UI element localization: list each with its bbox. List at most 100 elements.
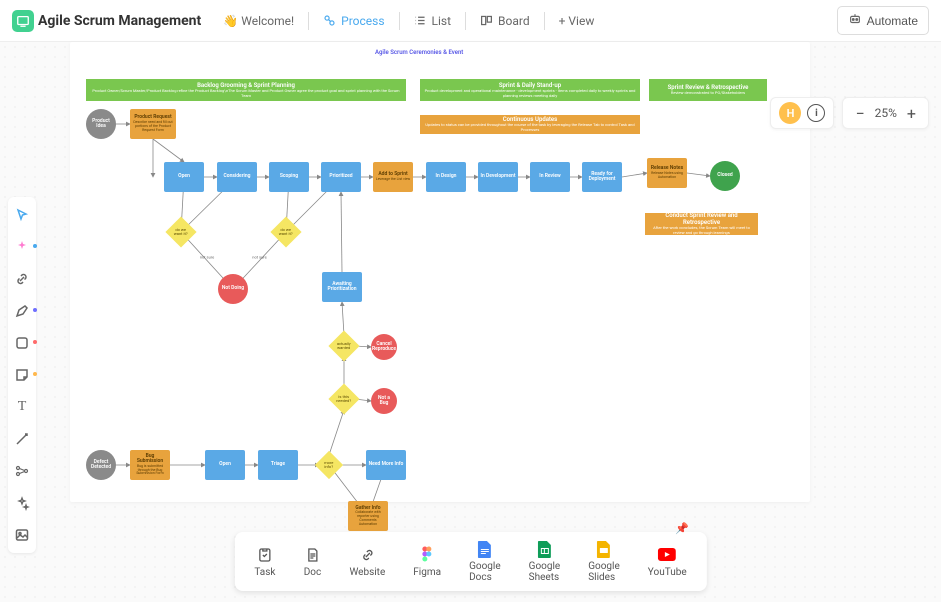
bottom-dock: 📌 Task Doc Website Figma Google Docs Goo…	[234, 532, 706, 591]
node-n2[interactable]: Product RequestDescribe need and fill ou…	[130, 109, 176, 139]
dock-task[interactable]: Task	[254, 546, 275, 578]
node-n9[interactable]: In Development	[478, 162, 518, 192]
canvas[interactable]: T H i − 25% + Agile Scrum Ceremonies & E…	[0, 42, 941, 601]
node-n5[interactable]: Scoping	[269, 162, 309, 192]
node-n10[interactable]: In Review	[530, 162, 570, 192]
diagram-panel	[70, 42, 810, 502]
topbar: Agile Scrum Management 👋 Welcome! Proces…	[0, 0, 941, 42]
tab-label: List	[432, 14, 452, 28]
automate-button[interactable]: Automate	[837, 6, 929, 35]
dock-website[interactable]: Website	[349, 546, 385, 578]
dock-figma[interactable]: Figma	[413, 546, 441, 578]
node-n12[interactable]: Release NotesRelease Notes using Automat…	[647, 158, 687, 188]
node-n14[interactable]: Not Doing	[218, 274, 248, 304]
sticky-tool[interactable]	[12, 365, 32, 385]
tab-board[interactable]: Board	[472, 9, 538, 33]
node-n4[interactable]: Considering	[217, 162, 257, 192]
presence-group: H i	[770, 97, 834, 129]
wave-icon: 👋	[223, 14, 236, 27]
zoom-in-button[interactable]: +	[903, 104, 920, 123]
zoom-group: − 25% +	[842, 97, 929, 129]
dock-label: Google Slides	[588, 561, 620, 583]
dock-label: Figma	[413, 567, 441, 578]
node-n18[interactable]: Defect Detected	[86, 450, 116, 480]
zoom-label: 25%	[875, 106, 897, 120]
node-n22[interactable]: Need More Info	[366, 450, 406, 480]
figma-icon	[418, 546, 436, 564]
banner-b1: Backlog Grooming & Sprint PlanningProduc…	[86, 79, 406, 101]
node-n20[interactable]: Open	[205, 450, 245, 480]
node-n3[interactable]: Open	[164, 162, 204, 192]
cursor-tool[interactable]	[12, 205, 32, 225]
process-icon	[323, 14, 336, 27]
divider	[465, 12, 466, 30]
dock-label: YouTube	[648, 567, 687, 578]
banner-b4: Continuous UpdatesUpdates to status can …	[420, 115, 640, 134]
banner-b3: Sprint Review & RetrospectiveReview demo…	[649, 79, 767, 101]
tab-label: Board	[498, 14, 530, 28]
dock-gsheets[interactable]: Google Sheets	[529, 540, 561, 583]
page-title: Agile Scrum Management	[38, 13, 201, 29]
tab-process[interactable]: Process	[315, 9, 392, 33]
diagram-title: Agile Scrum Ceremonies & Event	[375, 49, 463, 56]
board-icon	[480, 14, 493, 27]
gslides-icon	[595, 540, 613, 558]
node-n19[interactable]: Bug SubmissionBug is submitted through t…	[130, 450, 170, 480]
app-icon	[12, 10, 34, 32]
text-tool[interactable]: T	[12, 397, 32, 417]
node-n23[interactable]: Gather InfoCollaborate with reporter usi…	[348, 501, 388, 531]
task-icon	[256, 546, 274, 564]
node-n11[interactable]: Ready for Deployment	[582, 162, 622, 192]
tab-label: + View	[559, 14, 595, 28]
node-n16[interactable]: Cancel Reproduce	[371, 334, 397, 360]
dock-label: Google Docs	[469, 561, 501, 583]
youtube-icon	[658, 546, 676, 564]
node-n1[interactable]: Product Idea	[86, 109, 116, 139]
ai-tool[interactable]	[12, 493, 32, 513]
avatar[interactable]: H	[779, 102, 801, 124]
divider	[308, 12, 309, 30]
list-icon	[414, 14, 427, 27]
tab-label: Welcome!	[241, 14, 294, 28]
dock-gdocs[interactable]: Google Docs	[469, 540, 501, 583]
node-n6[interactable]: Prioritized	[321, 162, 361, 192]
tab-welcome[interactable]: 👋 Welcome!	[215, 9, 302, 33]
robot-icon	[848, 12, 862, 29]
relation-tool[interactable]	[12, 461, 32, 481]
dock-label: Google Sheets	[529, 561, 561, 583]
dock-label: Task	[254, 567, 275, 578]
pin-icon[interactable]: 📌	[675, 522, 689, 535]
dock-doc[interactable]: Doc	[303, 546, 321, 578]
website-icon	[358, 546, 376, 564]
divider	[544, 12, 545, 30]
dock-youtube[interactable]: YouTube	[648, 546, 687, 578]
tab-list[interactable]: List	[406, 9, 460, 33]
link-tool[interactable]	[12, 269, 32, 289]
gdocs-icon	[476, 540, 494, 558]
zoom-out-button[interactable]: −	[851, 104, 868, 123]
left-toolbar: T	[8, 197, 36, 553]
shape-tool[interactable]	[12, 333, 32, 353]
dock-label: Doc	[304, 567, 322, 578]
node-n13[interactable]: Closed	[710, 161, 740, 191]
dock-label: Website	[349, 567, 385, 578]
banner-b2: Sprint & Daily Stand-upProduct developme…	[420, 79, 640, 101]
top-right-controls: H i − 25% +	[770, 97, 929, 129]
doc-icon	[303, 546, 321, 564]
divider	[399, 12, 400, 30]
banner-b5: Conduct Sprint Review and RetrospectiveA…	[645, 213, 758, 235]
image-tool[interactable]	[12, 525, 32, 545]
pen-tool[interactable]	[12, 301, 32, 321]
node-n15[interactable]: Awaiting Prioritization	[322, 272, 362, 302]
node-n17[interactable]: Not a Bug	[371, 388, 397, 414]
node-n7[interactable]: Add to SprintLeverage the List view	[373, 162, 413, 192]
connector-tool[interactable]	[12, 429, 32, 449]
node-n8[interactable]: In Design	[426, 162, 466, 192]
automate-label: Automate	[867, 14, 918, 28]
tab-add-view[interactable]: + View	[551, 9, 603, 33]
node-n21[interactable]: Triage	[258, 450, 298, 480]
info-icon[interactable]: i	[807, 104, 825, 122]
tab-label: Process	[341, 14, 384, 28]
dock-gslides[interactable]: Google Slides	[588, 540, 620, 583]
sparkle-tool[interactable]	[12, 237, 32, 257]
